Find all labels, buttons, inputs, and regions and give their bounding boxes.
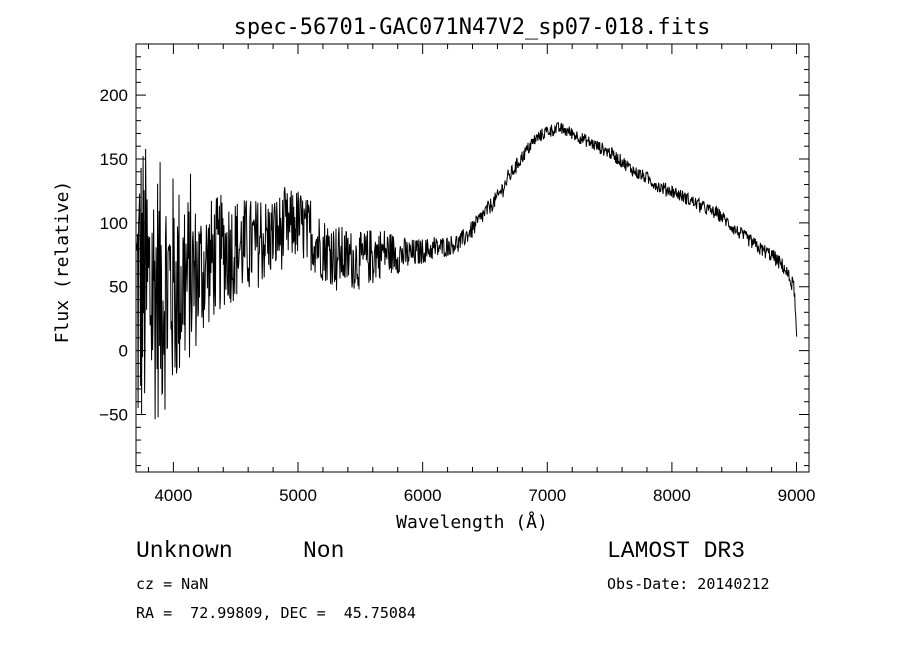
y-tick-label: 150: [100, 150, 128, 169]
x-tick-labels: 4000 5000 6000 7000 8000 9000: [154, 486, 815, 505]
flux-series-line: [136, 122, 798, 420]
y-axis-label: Flux (relative): [52, 181, 73, 344]
coordinates-label: RA = 72.99809, DEC = 45.75084: [136, 604, 416, 622]
x-tick-label: 9000: [778, 486, 816, 505]
y-tick-labels: −50 0 50 100 150 200: [99, 86, 128, 424]
y-tick-label: −50: [99, 406, 128, 425]
obs-date-label: Obs-Date: 20140212: [607, 575, 770, 593]
redshift-label: cz = NaN: [136, 575, 209, 593]
y-tick-label: 50: [109, 278, 128, 297]
x-tick-label: 4000: [154, 486, 192, 505]
x-tick-label: 7000: [528, 486, 566, 505]
spectrum-chart: spec-56701-GAC071N47V2_sp07-018.fits 400…: [52, 15, 815, 533]
survey-label: LAMOST DR3: [607, 538, 746, 564]
y-tick-label: 0: [119, 342, 128, 361]
object-class: Unknown: [136, 538, 233, 564]
y-tick-label: 100: [100, 214, 128, 233]
x-tick-label: 5000: [279, 486, 317, 505]
x-tick-label: 6000: [404, 486, 442, 505]
chart-title: spec-56701-GAC071N47V2_sp07-018.fits: [234, 15, 711, 40]
x-tick-label: 8000: [653, 486, 691, 505]
y-tick-label: 200: [100, 86, 128, 105]
x-axis-label: Wavelength (Å): [396, 511, 548, 533]
object-subclass: Non: [303, 538, 345, 564]
